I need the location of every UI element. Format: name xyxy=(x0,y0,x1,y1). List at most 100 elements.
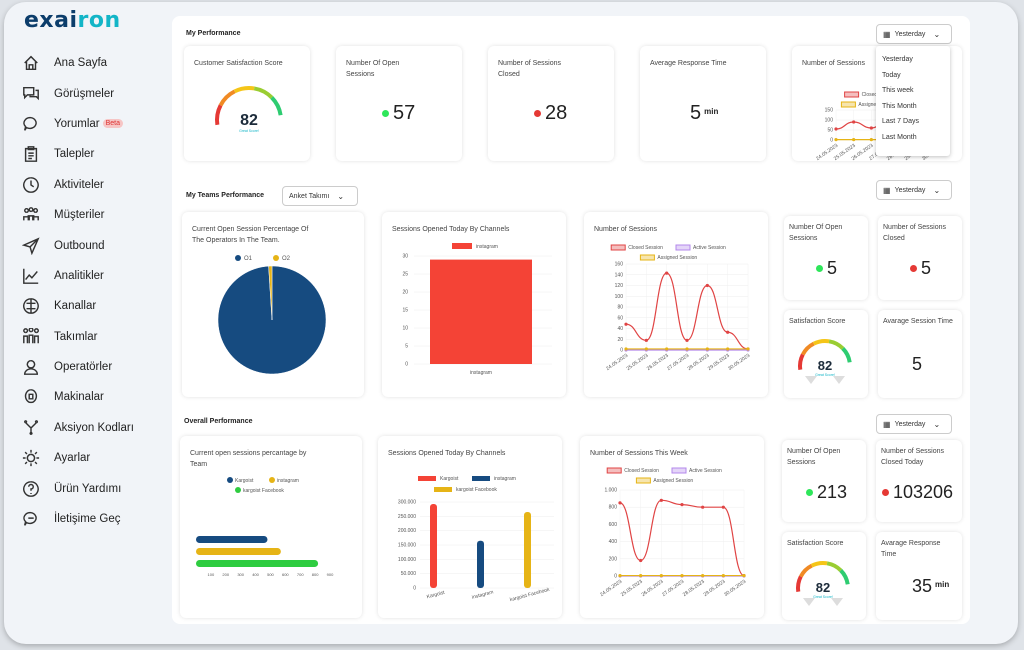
legend-label: Assigned Session xyxy=(653,478,693,484)
data-point xyxy=(665,347,669,351)
avg-response-title: Average Response Time xyxy=(650,60,727,67)
overall-avg-value: 35 min xyxy=(912,576,949,597)
sidebar-item-görüşmeler[interactable]: Görüşmeler xyxy=(18,78,168,108)
period-option[interactable]: This week xyxy=(882,87,914,94)
x-tick-label: 28.05.2023 xyxy=(682,579,706,598)
period-option[interactable]: Last Month xyxy=(882,133,917,141)
my-performance-period-select[interactable]: ▦ Yesterday ⌄ xyxy=(876,24,952,44)
sidebar-item-yorumlar[interactable]: Yorumlar Beta xyxy=(18,109,168,139)
period-option[interactable]: This Month xyxy=(882,102,917,110)
sidebar-item-label: Aksiyon Kodları xyxy=(54,421,134,434)
team-period-select[interactable]: ▦ Yesterday ⌄ xyxy=(876,180,952,200)
legend-swatch xyxy=(610,244,626,251)
sidebar-item-makinalar[interactable]: Makinalar xyxy=(18,382,168,412)
channels-icon xyxy=(23,298,39,315)
legend-swatch xyxy=(434,487,452,492)
dashboard-main: My Performance ▦ Yesterday ⌄ Customer Sati… xyxy=(172,16,970,624)
gauge-arc-segment xyxy=(828,339,845,350)
x-tick-label: 300 xyxy=(237,572,244,577)
brand-logo[interactable]: exairon xyxy=(24,8,121,33)
csat-card: Customer Satisfaction Score 82 Great Scor… xyxy=(184,46,310,161)
team-avg-title: Avarage Session Time xyxy=(883,318,953,325)
data-point xyxy=(624,347,628,351)
x-tick-label: 26.05.2023 xyxy=(646,353,670,372)
y-tick-label: 0 xyxy=(405,362,408,368)
data-point xyxy=(705,347,709,351)
team-hbar-title: Current open sessions percantage by Team xyxy=(190,450,307,468)
team-select[interactable]: Anket Takımı ⌄ xyxy=(282,186,358,206)
sidebar-item-i-letişime-geç[interactable]: İletişime Geç xyxy=(18,504,168,534)
sidebar-item-aktiviteler[interactable]: Aktiviteler xyxy=(18,170,168,200)
clipboard-icon xyxy=(24,146,38,163)
sidebar-item-aksiyon-kodları[interactable]: Aksiyon Kodları xyxy=(18,413,168,443)
sidebar-nav: Ana Sayfa Görüşmeler Yorumlar Beta Talepler A… xyxy=(18,48,168,534)
status-dot-red xyxy=(882,489,889,496)
channels-bar-title: Sessions Opened Today By Channels xyxy=(392,226,510,233)
app-frame: exairon Ana Sayfa Görüşmeler Yorumlar Beta T… xyxy=(4,2,1018,644)
gauge-arc-segment xyxy=(253,86,274,100)
team-open-value: 5 xyxy=(816,258,837,279)
x-tick-label: 26.05.2023 xyxy=(641,579,665,598)
sidebar-item-ana-sayfa[interactable]: Ana Sayfa xyxy=(18,48,168,78)
sidebar-item-takımlar[interactable]: Takımlar xyxy=(18,322,168,352)
gauge-arc-segment xyxy=(810,561,828,568)
legend-label: Active Session xyxy=(689,468,722,474)
team-closed-title: Number of Sessions Closed xyxy=(883,224,947,242)
chevron-down-icon: ⌄ xyxy=(337,191,345,201)
gauge-arc-segment xyxy=(801,341,815,356)
team-sessions-line-card: Number of Sessions Closed Session Active … xyxy=(584,212,768,397)
legend-swatch xyxy=(418,476,436,481)
sidebar-item-operatörler[interactable]: Operatörler xyxy=(18,352,168,382)
sidebar-item-analitikler[interactable]: Analitikler xyxy=(18,261,168,291)
comment-icon xyxy=(23,116,37,131)
sidebar-item-outbound[interactable]: Outbound xyxy=(18,230,168,260)
period-option[interactable]: Yesterday xyxy=(882,56,913,63)
x-tick-label: 600 xyxy=(282,572,289,577)
avg-response-unit: min xyxy=(704,106,719,116)
legend-label: Kargoist xyxy=(235,478,254,484)
team-avg-card: Avarage Session Time 5 xyxy=(878,310,962,398)
y-tick-label: 10 xyxy=(402,326,408,332)
legend-label: instagram xyxy=(476,244,498,250)
status-dot-red xyxy=(534,110,541,117)
x-tick-label: 900 xyxy=(327,572,334,577)
legend-swatch xyxy=(606,467,622,474)
sidebar-item-ayarlar[interactable]: Ayarlar xyxy=(18,443,168,473)
overall-open-title: Number Of Open Sessions xyxy=(787,448,841,466)
closed-sessions-title: Number of Sessions Closed xyxy=(498,60,562,78)
y-tick-label: 30 xyxy=(402,254,408,260)
legend-swatch xyxy=(269,477,275,483)
sidebar-item-müşteriler[interactable]: Müşteriler xyxy=(18,200,168,230)
data-point xyxy=(701,573,705,578)
overall-avg-title: Avarage Response Time xyxy=(881,540,941,558)
x-tick-label: 24.05.2023 xyxy=(599,579,623,598)
chevron-down-icon: ⌄ xyxy=(933,29,941,39)
team-closed-card: Number of Sessions Closed 5 xyxy=(878,216,962,300)
home-icon xyxy=(24,55,38,71)
x-tick-label: 29.05.2023 xyxy=(707,353,731,372)
channels-bar-chart: instagram 0 5 10 15 20 25 30 instagram xyxy=(402,243,552,376)
overall-period-select[interactable]: ▦ Yesterday ⌄ xyxy=(876,414,952,434)
sidebar-item-ürün-yardımı[interactable]: Ürün Yardımı xyxy=(18,473,168,503)
sidebar-item-label: İletişime Geç xyxy=(54,513,121,526)
legend-swatch xyxy=(472,476,490,481)
bar xyxy=(477,540,484,588)
operator-pie-card: Current Open Session Percentage Of The O… xyxy=(182,212,364,397)
sidebar-item-talepler[interactable]: Talepler xyxy=(18,139,168,169)
sidebar-item-kanallar[interactable]: Kanallar xyxy=(18,291,168,321)
gauge-base-shape xyxy=(805,376,845,384)
gauge-arc-segment xyxy=(218,89,236,107)
clock-icon xyxy=(23,176,39,193)
x-tick-label: 400 xyxy=(252,572,259,577)
data-point xyxy=(659,573,663,578)
legend-label: O2 xyxy=(282,256,291,262)
calendar-icon: ▦ xyxy=(883,185,891,195)
y-tick-label: 0 xyxy=(830,138,833,144)
team-sessions-line-title: Number of Sessions xyxy=(594,226,658,233)
gauge-caption: Great Score! xyxy=(815,373,835,377)
period-option[interactable]: Last 7 Days xyxy=(882,118,919,125)
overall-performance-title: Overall Performance xyxy=(184,418,253,425)
period-dropdown-menu: Yesterday Today This week This Month Last 7 … xyxy=(876,46,950,156)
chat-icon xyxy=(23,86,39,100)
period-option[interactable]: Today xyxy=(882,71,901,79)
